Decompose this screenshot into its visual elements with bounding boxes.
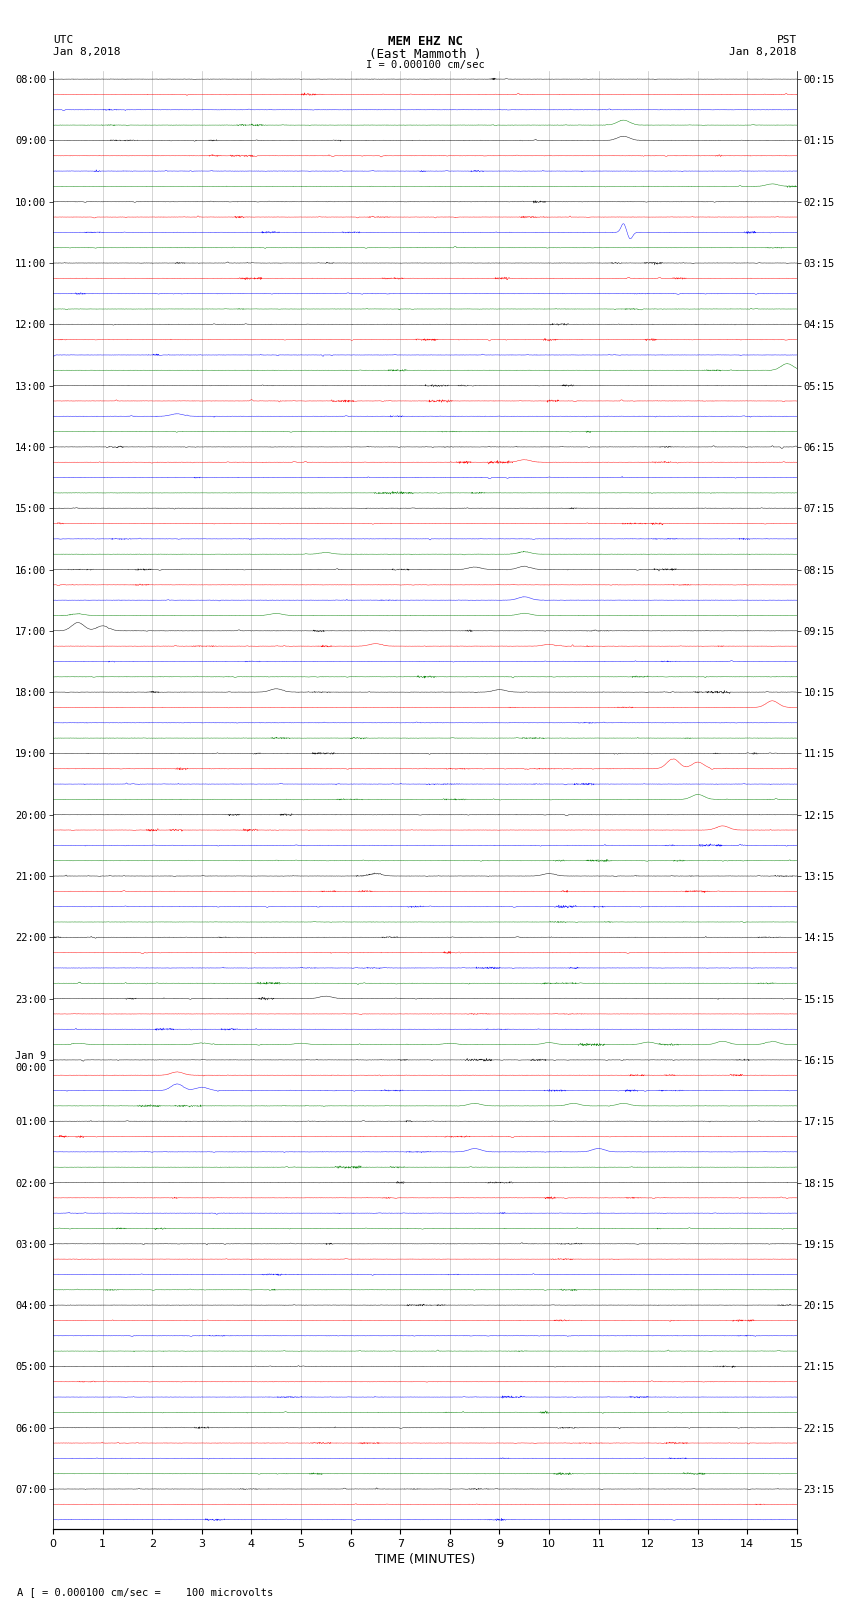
Text: Jan 8,2018: Jan 8,2018 xyxy=(54,47,121,56)
Text: MEM EHZ NC: MEM EHZ NC xyxy=(388,35,462,48)
X-axis label: TIME (MINUTES): TIME (MINUTES) xyxy=(375,1553,475,1566)
Text: (East Mammoth ): (East Mammoth ) xyxy=(369,48,481,61)
Text: Jan 8,2018: Jan 8,2018 xyxy=(729,47,796,56)
Text: PST: PST xyxy=(777,35,796,45)
Text: UTC: UTC xyxy=(54,35,73,45)
Text: I = 0.000100 cm/sec: I = 0.000100 cm/sec xyxy=(366,60,484,69)
Text: A [ = 0.000100 cm/sec =    100 microvolts: A [ = 0.000100 cm/sec = 100 microvolts xyxy=(17,1587,273,1597)
